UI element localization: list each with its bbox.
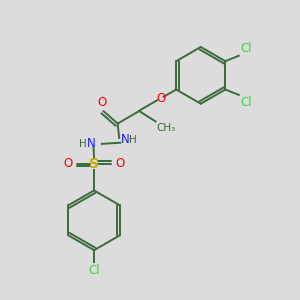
Text: O: O [116,157,125,170]
Text: O: O [63,157,73,170]
Text: O: O [156,92,165,105]
Text: H: H [129,135,137,145]
Text: S: S [89,157,99,171]
Text: CH₃: CH₃ [157,123,176,133]
Text: O: O [98,96,107,109]
Text: Cl: Cl [88,264,100,277]
Text: Cl: Cl [240,96,252,109]
Text: N: N [87,137,96,150]
Text: N: N [121,133,130,146]
Text: H: H [79,139,87,149]
Text: Cl: Cl [240,42,252,55]
